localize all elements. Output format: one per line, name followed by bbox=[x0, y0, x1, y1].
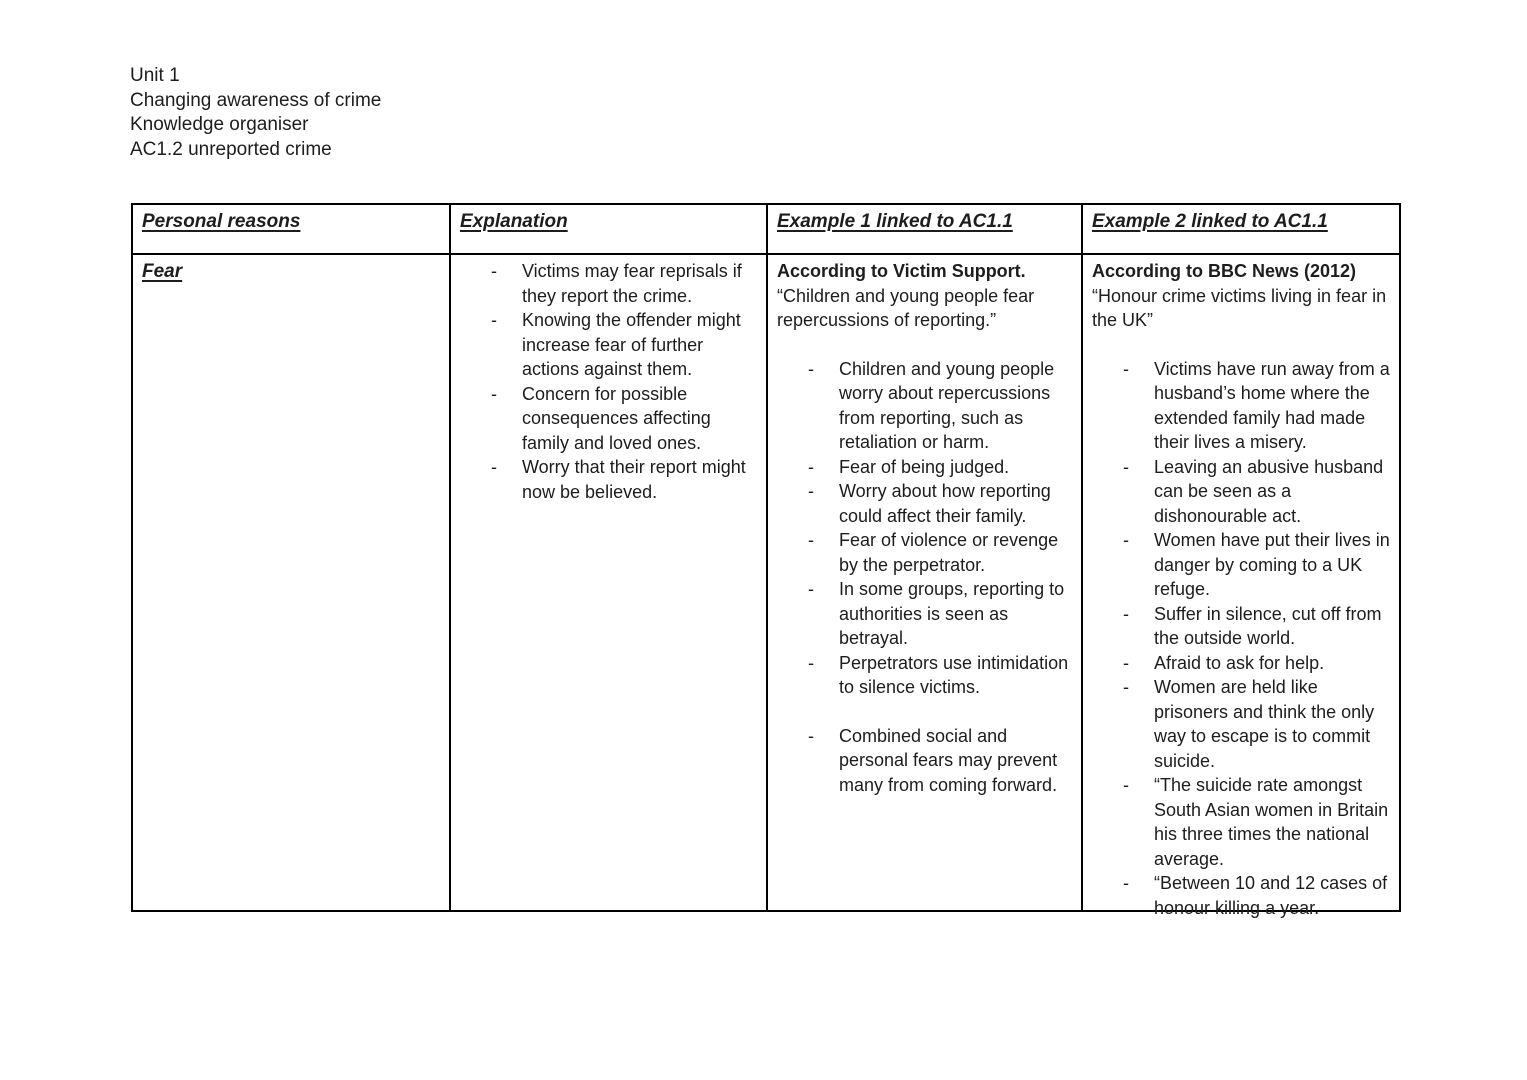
example1-bullet-list-continued: Combined social and personal fears may p… bbox=[777, 724, 1077, 798]
cell-example1: According to Victim Support. “Children a… bbox=[766, 255, 1081, 910]
list-item: Knowing the offender might increase fear… bbox=[460, 308, 762, 382]
example2-source: According to BBC News (2012) bbox=[1092, 261, 1357, 281]
list-item: Fear of violence or revenge by the perpe… bbox=[777, 528, 1077, 577]
list-item: Children and young people worry about re… bbox=[777, 357, 1077, 455]
example2-bullet-list: Victims have run away from a husband’s h… bbox=[1092, 357, 1395, 921]
list-item: Leaving an abusive husband can be seen a… bbox=[1092, 455, 1395, 529]
column-header-label: Example 2 linked to AC1.1 bbox=[1092, 211, 1328, 232]
list-item: Afraid to ask for help. bbox=[1092, 651, 1395, 676]
list-item: Fear of being judged. bbox=[777, 455, 1077, 480]
list-item: Women are held like prisoners and think … bbox=[1092, 675, 1395, 773]
column-header-example2: Example 2 linked to AC1.1 bbox=[1081, 205, 1399, 255]
example1-source: According to Victim Support. bbox=[777, 261, 1026, 281]
column-header-personal-reasons: Personal reasons bbox=[133, 205, 449, 255]
list-item: Women have put their lives in danger by … bbox=[1092, 528, 1395, 602]
list-item: Perpetrators use intimidation to silence… bbox=[777, 651, 1077, 700]
knowledge-organiser-table: Personal reasons Explanation Example 1 l… bbox=[131, 203, 1401, 918]
list-item: Victims have run away from a husband’s h… bbox=[1092, 357, 1395, 455]
list-item: Worry that their report might now be bel… bbox=[460, 455, 762, 504]
row-title-fear: Fear bbox=[142, 261, 183, 282]
explanation-bullet-list: Victims may fear reprisals if they repor… bbox=[460, 259, 762, 504]
column-header-label: Explanation bbox=[460, 211, 568, 232]
document-header: Unit 1 Changing awareness of crime Knowl… bbox=[130, 64, 381, 162]
list-item: Suffer in silence, cut off from the outs… bbox=[1092, 602, 1395, 651]
cell-example2: According to BBC News (2012) “Honour cri… bbox=[1081, 255, 1399, 918]
example1-quote: “Children and young people fear repercus… bbox=[777, 285, 1035, 331]
example2-quote: “Honour crime victims living in fear in … bbox=[1092, 285, 1387, 331]
header-line-type: Knowledge organiser bbox=[130, 114, 309, 135]
list-item: Combined social and personal fears may p… bbox=[777, 724, 1077, 798]
list-item: Victims may fear reprisals if they repor… bbox=[460, 259, 762, 308]
header-line-ac: AC1.2 unreported crime bbox=[130, 138, 332, 160]
list-item: “The suicide rate amongst South Asian wo… bbox=[1092, 773, 1395, 871]
header-line-topic: Changing awareness of crime bbox=[130, 89, 382, 111]
column-header-label: Example 1 linked to AC1.1 bbox=[777, 211, 1013, 232]
column-header-example1: Example 1 linked to AC1.1 bbox=[766, 205, 1081, 255]
list-item: In some groups, reporting to authorities… bbox=[777, 577, 1077, 651]
cell-personal-reason: Fear bbox=[133, 255, 449, 910]
list-item: Concern for possible consequences affect… bbox=[460, 382, 762, 456]
column-header-label: Personal reasons bbox=[142, 211, 301, 232]
example1-bullet-list: Children and young people worry about re… bbox=[777, 357, 1077, 700]
list-item: “Between 10 and 12 cases of honour killi… bbox=[1092, 871, 1395, 920]
header-line-unit: Unit 1 bbox=[130, 65, 180, 86]
cell-explanation: Victims may fear reprisals if they repor… bbox=[449, 255, 766, 910]
column-header-explanation: Explanation bbox=[449, 205, 766, 255]
list-item: Worry about how reporting could affect t… bbox=[777, 479, 1077, 528]
